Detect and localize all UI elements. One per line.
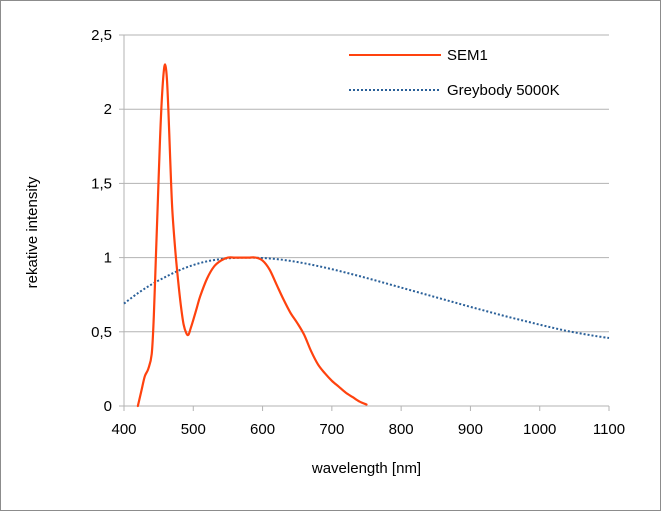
legend-label-sem1: SEM1 <box>447 47 488 64</box>
tick-label-layer: 0 0,5 1 1,5 2 2,5 400 500 600 700 800 900 1000 1100 <box>91 27 625 438</box>
y-axis-title: rekative intensity <box>24 176 41 288</box>
y-tick-label: 1,5 <box>91 175 112 192</box>
y-tick-label: 2,5 <box>91 27 112 44</box>
x-tick-label: 700 <box>319 421 344 438</box>
x-tick-label: 800 <box>389 421 414 438</box>
x-tick-label: 900 <box>458 421 483 438</box>
y-tick-label: 0,5 <box>91 324 112 341</box>
y-tick-label: 1 <box>104 250 112 267</box>
series-layer <box>123 63 610 408</box>
x-tick-label: 500 <box>181 421 206 438</box>
axis-layer <box>119 34 610 411</box>
legend: SEM1 Greybody 5000K <box>349 47 560 99</box>
y-tick-label: 2 <box>104 101 112 118</box>
x-tick-label: 600 <box>250 421 275 438</box>
x-tick-label: 400 <box>111 421 136 438</box>
x-tick-label: 1100 <box>593 421 625 438</box>
series-line-sem1 <box>136 63 368 408</box>
series-line-greybody <box>123 256 610 340</box>
x-tick-label: 1000 <box>523 421 556 438</box>
grid-layer <box>124 34 609 333</box>
x-axis-title: wavelength [nm] <box>311 460 421 477</box>
y-tick-label: 0 <box>104 398 112 415</box>
legend-label-greybody: Greybody 5000K <box>447 82 560 99</box>
